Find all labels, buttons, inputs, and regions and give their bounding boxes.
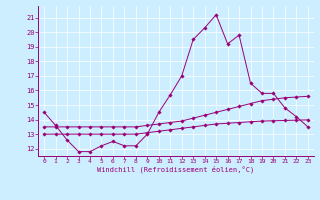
X-axis label: Windchill (Refroidissement éolien,°C): Windchill (Refroidissement éolien,°C) [97,166,255,173]
